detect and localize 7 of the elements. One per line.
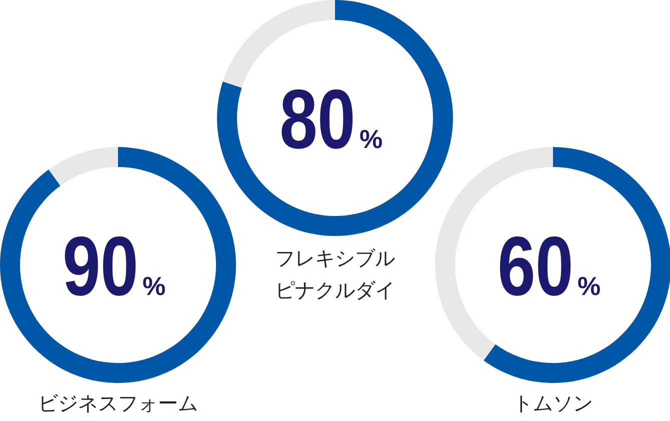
value-label: 90% [62, 219, 166, 313]
title: トムソン [513, 393, 593, 415]
title: フレキシブル [275, 248, 395, 270]
value-label: 80% [279, 72, 383, 166]
title: ビジネスフォーム [38, 393, 198, 415]
value-label: 60% [497, 219, 601, 313]
title: ピナクルダイ [275, 280, 395, 302]
